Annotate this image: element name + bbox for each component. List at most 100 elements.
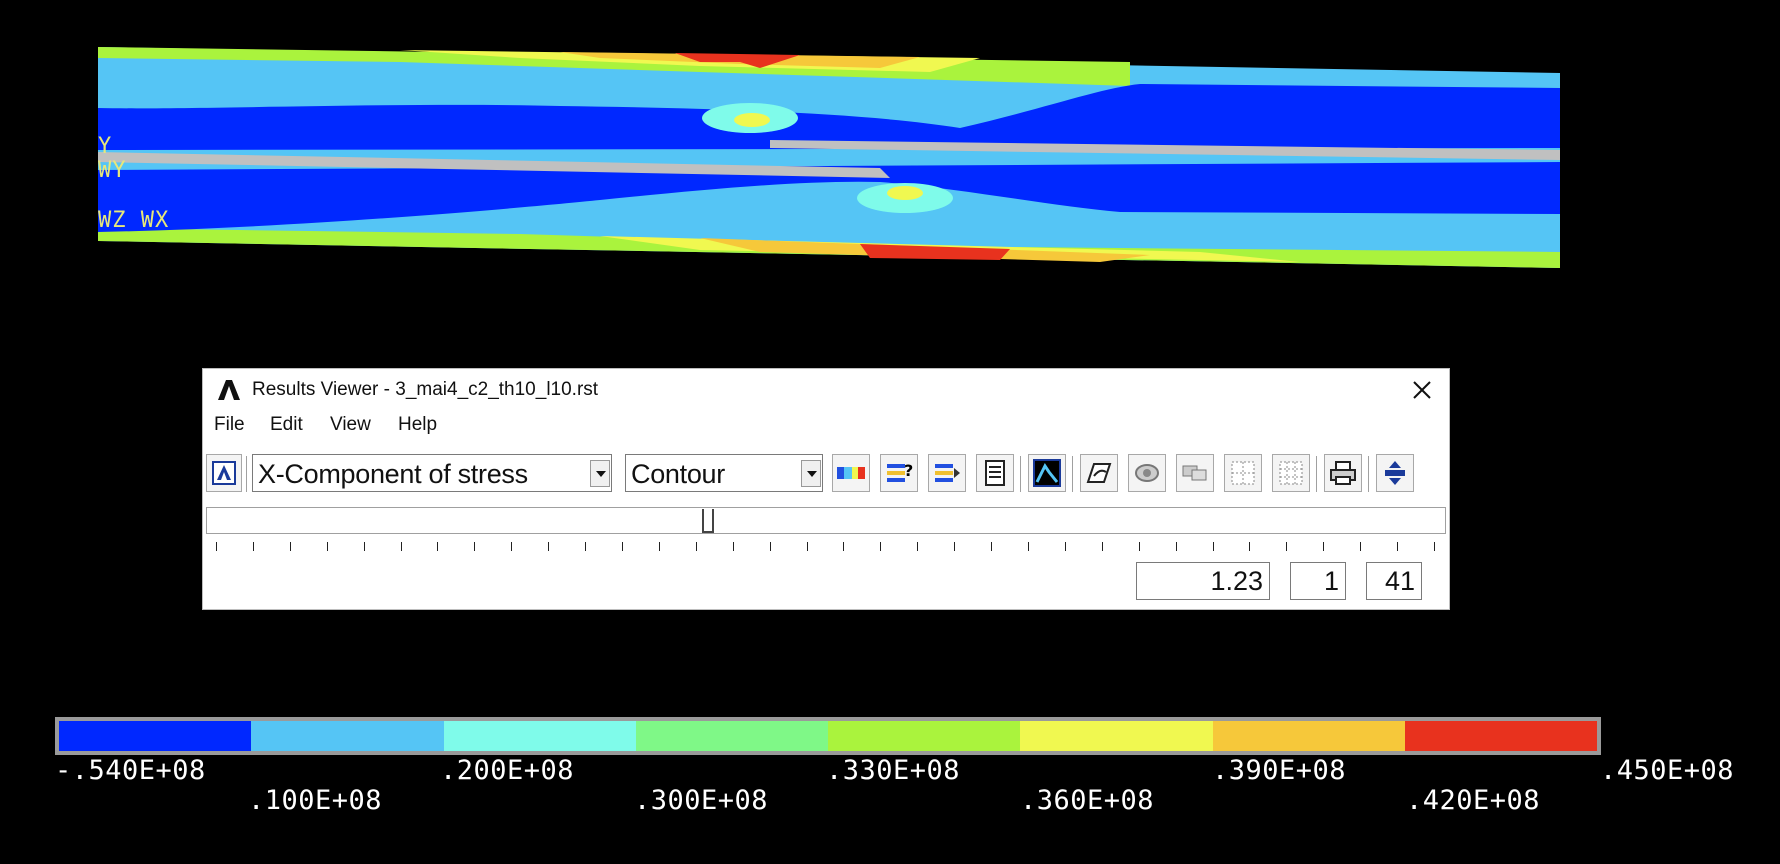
legend-label: .420E+08 <box>1406 785 1541 816</box>
slider-tick <box>511 542 513 551</box>
plot-top-band <box>98 47 1130 86</box>
rotate-icon[interactable] <box>1080 454 1118 492</box>
axis-label-y: Y <box>98 134 113 159</box>
slider-thumb[interactable] <box>702 509 714 533</box>
results-viewer-window: Results Viewer - 3_mai4_c2_th10_l10.rst … <box>202 368 1450 610</box>
animate-icon[interactable] <box>1176 454 1214 492</box>
plot-gray-crack-upper <box>770 140 1560 160</box>
grid-dense-icon[interactable] <box>1272 454 1310 492</box>
ansys-logo-icon <box>218 380 240 400</box>
grid-icon[interactable] <box>1224 454 1262 492</box>
slider-tick <box>1360 542 1362 551</box>
slider-tick <box>1138 542 1140 551</box>
substep-field[interactable]: 1 <box>1290 562 1346 600</box>
slider-tick <box>880 542 882 551</box>
slider-tick <box>289 542 291 551</box>
slider-tick <box>1323 542 1325 551</box>
title-bar[interactable]: Results Viewer - 3_mai4_c2_th10_l10.rst <box>202 368 1450 408</box>
slider-tick <box>363 542 365 551</box>
legend-label: .100E+08 <box>248 785 383 816</box>
slider-tick <box>437 542 439 551</box>
slider-tick <box>695 542 697 551</box>
slider-tick <box>806 542 808 551</box>
legend-swatch <box>251 721 444 751</box>
menu-edit[interactable]: Edit <box>270 414 303 435</box>
slider-tick <box>326 542 328 551</box>
plot-top-red <box>675 53 800 68</box>
plot-gray-crack-lower <box>98 152 890 178</box>
legend-label: .330E+08 <box>826 755 961 786</box>
slider-tick <box>585 542 587 551</box>
legend-swatch <box>1212 721 1405 751</box>
plot-hotspot-upper-inner <box>734 113 770 127</box>
plot-upper-blue <box>98 84 1560 150</box>
print-icon[interactable] <box>1324 454 1362 492</box>
slider-ticks <box>202 542 1450 552</box>
menu-help[interactable]: Help <box>398 414 438 435</box>
display-type-select[interactable]: Contour <box>625 454 823 492</box>
legend-label: -.540E+08 <box>55 755 206 786</box>
slider-tick <box>1434 542 1435 551</box>
legend-swatch <box>1020 721 1213 751</box>
slider-tick <box>1286 542 1288 551</box>
list-icon[interactable] <box>928 454 966 492</box>
legend-label: .300E+08 <box>634 785 769 816</box>
set-field[interactable]: 41 <box>1366 562 1422 600</box>
plot-bottom-red <box>860 244 1010 260</box>
menu-view[interactable]: View <box>330 414 371 435</box>
slider-tick <box>622 542 623 551</box>
svg-text:?: ? <box>904 461 913 480</box>
result-item-value: X-Component of stress <box>258 459 528 489</box>
plot-hotspot-lower-inner <box>887 186 923 200</box>
slider-tick <box>991 542 993 551</box>
slider-tick <box>548 542 550 551</box>
text-list-icon[interactable] <box>976 454 1014 492</box>
slider-tick <box>769 542 771 551</box>
capture-icon[interactable] <box>1128 454 1166 492</box>
chevron-down-icon[interactable] <box>590 460 610 487</box>
menu-bar: File Edit View Help <box>202 410 1450 438</box>
plot-lower-blue <box>98 162 1560 232</box>
slider-tick <box>1249 542 1251 551</box>
slider-tick <box>917 542 919 551</box>
close-icon[interactable] <box>1408 376 1436 404</box>
slider-tick <box>954 542 956 551</box>
animation-slider[interactable] <box>206 507 1446 534</box>
slider-tick <box>1212 542 1214 551</box>
menu-file[interactable]: File <box>214 414 245 435</box>
legend-label: .360E+08 <box>1020 785 1155 816</box>
legend-label: .200E+08 <box>440 755 575 786</box>
chevron-down-icon[interactable] <box>801 460 821 487</box>
slider-tick <box>658 542 660 551</box>
legend-swatch <box>59 721 252 751</box>
slider-tick <box>732 542 734 551</box>
contour-style-icon[interactable] <box>832 454 870 492</box>
slider-tick <box>1064 542 1066 551</box>
slider-tick <box>1101 542 1103 551</box>
result-item-select[interactable]: X-Component of stress <box>252 454 612 492</box>
slider-tick <box>252 542 254 551</box>
slider-tick <box>843 542 845 551</box>
plot-window-icon[interactable] <box>1028 454 1066 492</box>
window-title: Results Viewer - 3_mai4_c2_th10_l10.rst <box>252 379 599 400</box>
toolbar: X-Component of stress Contour ? <box>202 454 1450 498</box>
slider-tick <box>1028 542 1029 551</box>
legend-swatch <box>1404 721 1597 751</box>
legend-label: .390E+08 <box>1212 755 1347 786</box>
legend-swatch <box>635 721 828 751</box>
time-value-field[interactable]: 1.23 <box>1136 562 1270 600</box>
slider-tick <box>1397 542 1399 551</box>
legend-swatch <box>828 721 1021 751</box>
axis-label-wy: WY <box>98 158 127 183</box>
color-legend <box>55 717 1601 755</box>
query-icon[interactable]: ? <box>880 454 918 492</box>
load-file-icon[interactable] <box>206 454 242 492</box>
slider-tick <box>400 542 402 551</box>
slider-tick <box>474 542 476 551</box>
slider-tick <box>216 542 217 551</box>
expand-icon[interactable] <box>1376 454 1414 492</box>
legend-swatch <box>443 721 636 751</box>
axis-label-wz-wx: WZ WX <box>98 208 170 233</box>
legend-label: .450E+08 <box>1600 755 1735 786</box>
